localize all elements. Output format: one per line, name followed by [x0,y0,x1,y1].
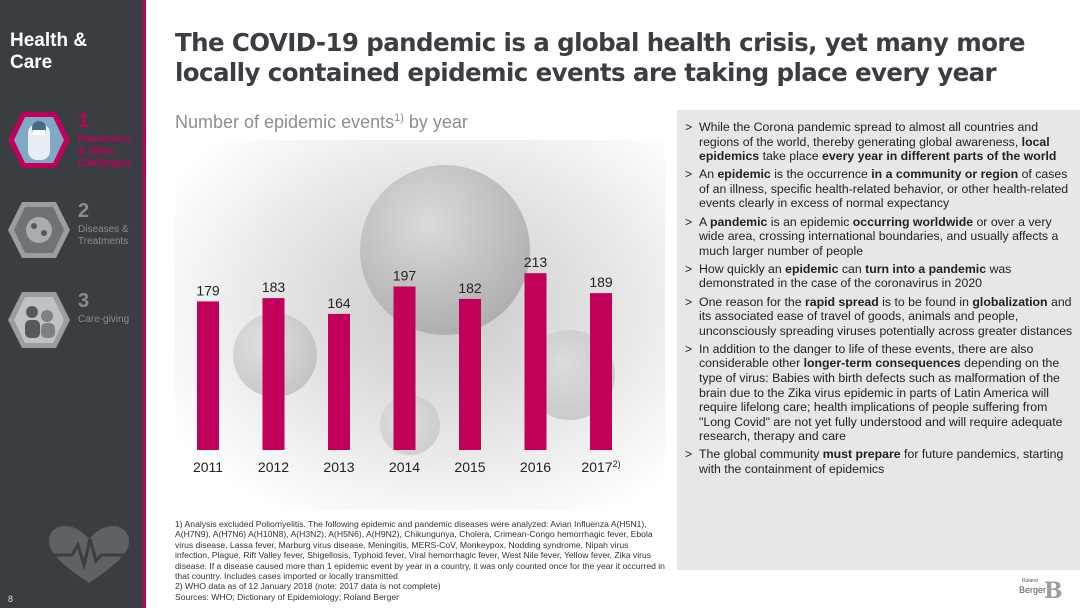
page-number: 8 [8,594,14,604]
body-text: for future pandemics, starting with the … [699,447,1064,477]
nav-label-caregiving: Care-giving [78,314,130,325]
bullet-marker: > [685,120,693,134]
body-text: is the occurrence [770,167,872,182]
bar-2013 [328,313,350,450]
body-text: is an epidemic [767,214,853,229]
body-text: and its associated ease of travel of goo… [699,294,1073,338]
sidebar-accent-line [143,0,146,608]
bullet-marker: > [685,447,693,462]
body-text: A [699,214,710,229]
data-label-2013: 164 [327,295,351,311]
data-label-2011: 179 [196,282,220,298]
x-tick-2016: 2016 [520,459,551,475]
footnote-sources: Sources: WHO; Dictionary of Epidemiology… [175,591,400,602]
x-tick-2011: 2011 [193,459,223,475]
doctor-photo-icon [8,112,70,168]
footnote-2: 2) WHO data as of 12 January 2018 (note:… [175,581,441,592]
emphasis-text: epidemic [785,261,839,276]
footnote-1: 1) Analysis excluded Poliomyelitis. The … [175,519,665,582]
emphasis-text: local epidemics [699,134,1050,164]
bullet-marker: > [685,261,693,276]
heartbeat-icon [49,526,129,583]
body-text: How quickly an [699,261,786,276]
nav-number-2: 2 [78,200,90,222]
chart-title-suffix: by year [403,112,468,132]
x-tick-2013: 2013 [323,459,354,475]
data-label-2014: 197 [393,267,417,283]
nav-number-3: 3 [78,290,90,312]
body-text: In addition to the danger to life of the… [699,341,1034,371]
sidebar-title: Health & Care [10,30,88,73]
nav-number-1: 1 [78,110,90,132]
chart-title-text: Number of epidemic events [175,112,395,132]
key-point-1: > While the Corona pandemic spread to alm… [685,120,1073,164]
body-text: was demonstrated in the case of the coro… [699,261,1012,291]
bullet-marker: > [685,294,693,309]
body-text: depending on the type of virus: Babies w… [699,356,1063,444]
roland-berger-logo: Roland Berger B [1006,578,1063,604]
nav-label-pandemics: Pandemics & Other Challenges [78,134,132,169]
x-tick-2012: 2012 [258,459,289,475]
x-tick-2017: 20172) [581,459,620,475]
key-points-list: > While the Corona pandemic spread to alm… [685,120,1073,480]
nav-label-diseases: Diseases & Treatments [78,224,129,247]
body-text: An [699,167,718,182]
key-point-6: > In addition to the danger to life of th… [685,342,1073,444]
data-label-2012: 183 [262,279,286,295]
bar-2017 [590,293,612,450]
chart-title: Number of epidemic events1) by year [175,112,468,133]
chart-title-footnote-mark: 1) [394,112,404,124]
bullet-marker: > [685,341,693,356]
key-points-panel [677,110,1080,570]
body-text: can [838,261,866,276]
data-label-2017: 189 [589,274,613,290]
body-text: of cases of an illness, specific health-… [699,167,1069,211]
emphasis-text: rapid spread [804,294,879,309]
body-text: is to be found in [878,294,973,309]
x-tick-footnote-mark: 2) [613,459,621,469]
key-point-3: > A pandemic is an epidemic occurring wor… [685,215,1073,259]
body-text: or over a very wide area, crossing inter… [699,214,1059,258]
key-point-7: > The global community must prepare for f… [685,447,1073,476]
nav-item-diseases[interactable]: 2 Diseases & Treatments [6,200,141,270]
bullet-marker: > [685,167,693,182]
x-tick-2015: 2015 [454,459,485,475]
footnotes: 1) Analysis excluded Poliomyelitis. The … [175,519,665,602]
virus-photo-icon [8,202,70,258]
emphasis-text: occurring worldwide [852,214,974,229]
logo-mark: B [1044,578,1063,604]
page-title: The COVID-19 pandemic is a global health… [175,28,1025,87]
bar-2014 [393,286,416,450]
emphasis-text: must prepare [822,447,901,462]
emphasis-text: every year in different parts of the wor… [822,149,1057,164]
caregiver-photo-icon [8,292,70,348]
x-tick-2014: 2014 [389,459,420,475]
key-point-2: > An epidemic is the occurrence in a comm… [685,167,1073,211]
bar-2015 [459,298,481,450]
body-text: While the Corona pandemic spread to almo… [699,120,1039,149]
bar-2016 [524,273,547,450]
bar-2011 [197,301,219,450]
body-text: One reason for the [699,294,805,309]
emphasis-text: epidemic [717,167,771,182]
epidemic-events-chart: 179 2011 183 2012 164 2013 197 2014 182 2015 213 20… [193,254,621,475]
emphasis-text: pandemic [709,214,768,229]
sidebar: Health & Care 1 Pandemics & Other Challe… [0,0,145,608]
emphasis-text: turn into a pandemic [865,261,987,276]
logo-small-text: Roland [1022,578,1038,584]
bar-2012 [262,298,285,450]
emphasis-text: globalization [972,294,1048,309]
key-point-4: > How quickly an epidemic can turn into a… [685,262,1073,291]
body-text: take place [759,149,823,164]
nav-item-caregiving[interactable]: 3 Care-giving [6,290,141,360]
key-point-5: > One reason for the rapid spread is to b… [685,295,1073,339]
emphasis-text: longer-term consequences [803,356,961,371]
logo-main-text: Berger [1019,585,1047,595]
body-text: The global community [699,447,823,462]
emphasis-text: in a community or region [871,167,1019,182]
bullet-marker: > [685,214,693,229]
data-label-2015: 182 [458,280,482,296]
data-label-2016: 213 [524,254,548,270]
nav-item-pandemics[interactable]: 1 Pandemics & Other Challenges [6,110,141,180]
